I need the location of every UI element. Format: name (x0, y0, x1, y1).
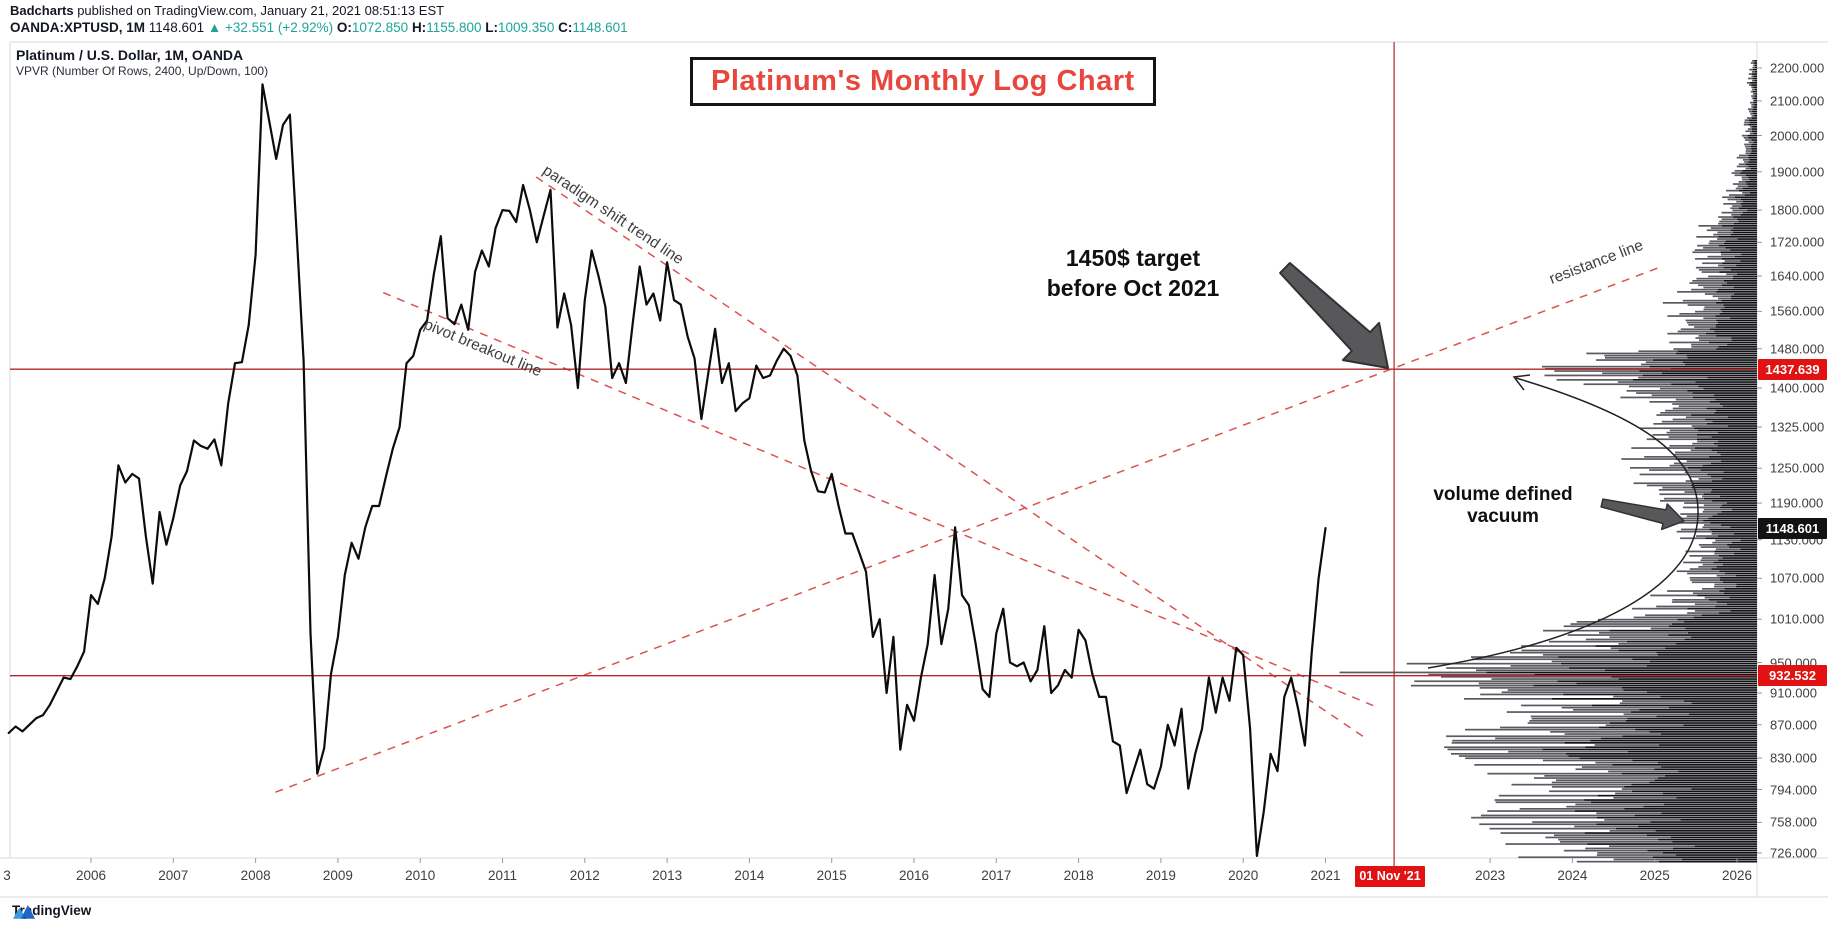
symbol-status-row: OANDA:XPTUSD, 1M 1148.601 ▲ +32.551 (+2.… (10, 20, 628, 35)
close-value: 1148.601 (572, 20, 628, 35)
vacuum-annotation-line1: volume defined (1433, 484, 1573, 505)
time-axis-label: 2014 (734, 868, 765, 883)
price-axis-label: 726.000 (1770, 845, 1817, 861)
time-axis-label: 2024 (1557, 868, 1588, 883)
price-axis-label: 1250.000 (1770, 460, 1825, 476)
vacuum-arrow (1600, 498, 1685, 531)
price-line-series[interactable] (7, 83, 1327, 858)
resistance-price-tag: 1437.639 (1758, 358, 1827, 380)
high-value: 1155.800 (426, 20, 482, 35)
support-price-tag: 932.532 (1758, 665, 1827, 687)
high-label: H: (411, 20, 427, 35)
vacuum-arc (1427, 377, 1699, 669)
time-axis-label: 2015 (816, 868, 847, 883)
price-axis-label: 1640.000 (1770, 268, 1825, 284)
price-axis-label: 1480.000 (1770, 341, 1825, 357)
up-arrow-icon: ▲ (207, 20, 222, 35)
chart-legend-indicator[interactable]: VPVR (Number Of Rows, 2400, Up/Down, 100… (16, 64, 269, 78)
close-label: C: (558, 20, 573, 35)
vacuum-annotation: volume defined vacuum (1405, 484, 1601, 528)
tradingview-logo-icon (12, 904, 36, 919)
target-annotation-line1: 1450$ target (1065, 245, 1201, 271)
price-axis-label: 2100.000 (1770, 93, 1825, 109)
time-axis-label: 2013 (652, 868, 683, 883)
time-axis-label: 2019 (1145, 868, 1176, 883)
price-axis-label: 1070.000 (1770, 570, 1825, 586)
time-axis-label: 2007 (158, 868, 189, 883)
price-axis-label: 870.000 (1770, 717, 1817, 733)
publish-text: published on TradingView.com, January 21… (73, 3, 445, 18)
low-label: L: (485, 20, 499, 35)
price-axis-label: 794.000 (1770, 782, 1817, 797)
time-axis-label: 2016 (898, 868, 930, 883)
time-axis-label: 2011 (487, 868, 518, 883)
time-axis-label: 2009 (322, 868, 353, 883)
price-axis-label: 1800.000 (1770, 202, 1825, 218)
target-arrow (1279, 262, 1389, 369)
target-annotation: 1450$ target before Oct 2021 (1025, 243, 1241, 303)
price-axis-label: 1560.000 (1770, 303, 1825, 319)
open-label: O: (336, 20, 352, 35)
current-price-tag: 1148.601 (1758, 517, 1827, 539)
time-axis-label: 2010 (405, 868, 436, 883)
vacuum-arc-arrowhead (1512, 374, 1531, 391)
chart-title-box: Platinum's Monthly Log Chart (690, 57, 1156, 106)
price-axis-label: 2000.000 (1770, 128, 1825, 143)
chart-legend-symbol[interactable]: Platinum / U.S. Dollar, 1M, OANDA (16, 47, 244, 63)
time-axis-label: 2025 (1639, 868, 1670, 883)
trendline-resistance[interactable] (275, 266, 1661, 793)
trendline-pivot[interactable] (382, 291, 1374, 707)
time-axis-label: 2026 (1721, 868, 1753, 883)
author-name: Badcharts (10, 3, 74, 18)
vacuum-annotation-line2: vacuum (1467, 506, 1539, 527)
time-axis-label: 3 (3, 868, 11, 883)
price-axis-label: 1325.000 (1770, 419, 1825, 435)
price-axis-label: 2200.000 (1770, 60, 1825, 76)
last-price: 1148.601 (148, 20, 205, 35)
time-axis-label: 2008 (240, 868, 271, 883)
target-annotation-line2: before Oct 2021 (1046, 275, 1220, 301)
time-axis-label: 2018 (1063, 868, 1094, 883)
time-axis-label: 2006 (75, 868, 107, 883)
symbol-name: OANDA:XPTUSD, 1M (10, 20, 146, 35)
price-axis-label: 830.000 (1770, 750, 1817, 766)
date-marker-tag: 01 Nov '21 (1355, 866, 1425, 887)
time-axis-label: 2020 (1228, 868, 1259, 883)
price-axis-label: 1400.000 (1770, 380, 1825, 396)
low-value: 1009.350 (498, 20, 555, 35)
time-axis-label: 2017 (981, 868, 1012, 883)
time-axis-label: 2012 (569, 868, 600, 883)
tradingview-branding[interactable]: TradingView (12, 903, 91, 919)
price-axis-label: 910.000 (1770, 685, 1817, 701)
publish-info: Badcharts published on TradingView.com, … (10, 3, 444, 18)
vpvr-profile (1339, 60, 1757, 863)
price-axis-label: 1720.000 (1770, 234, 1825, 250)
price-axis-label: 1190.000 (1770, 495, 1824, 511)
trendline-paradigm[interactable] (535, 176, 1368, 740)
open-value: 1072.850 (351, 20, 409, 35)
time-axis-label: 2021 (1310, 868, 1341, 883)
price-axis-label: 1010.000 (1770, 611, 1825, 627)
time-axis-label: 2023 (1475, 868, 1506, 883)
price-axis-label: 758.000 (1770, 814, 1817, 830)
price-change: +32.551 (+2.92%) (225, 20, 334, 35)
price-axis-label: 1900.000 (1770, 164, 1825, 180)
